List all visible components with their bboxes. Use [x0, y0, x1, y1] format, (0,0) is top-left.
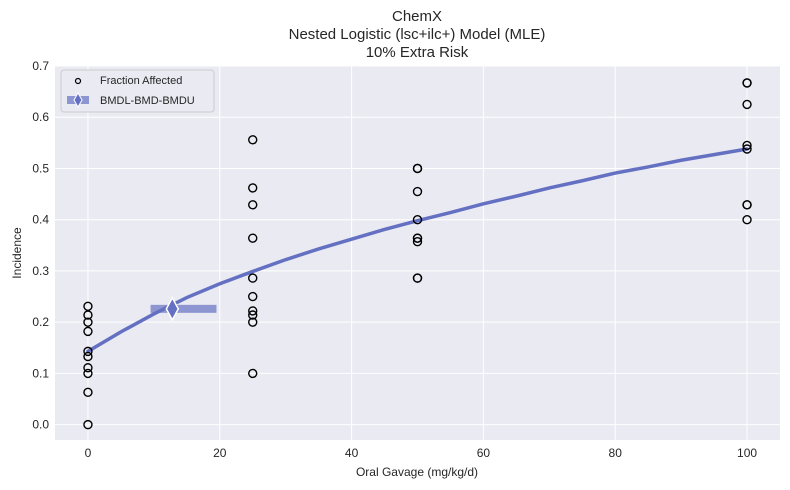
data-point [248, 306, 258, 316]
grid-lines [55, 65, 780, 440]
data-point [248, 135, 258, 145]
data-point [83, 301, 93, 311]
bmd-marker [165, 296, 180, 322]
data-point [248, 291, 258, 302]
data-point [248, 317, 258, 327]
y-tick-label: 0.4 [32, 213, 49, 227]
data-point [742, 144, 752, 154]
data-point [412, 233, 423, 243]
y-axis-ticks: 0.0 0.1 0.2 0.3 0.4 0.5 0.6 0.7 [32, 59, 49, 432]
y-tick-label: 0.0 [32, 418, 49, 432]
data-point [83, 346, 93, 357]
legend-box [60, 69, 215, 113]
y-tick-label: 0.7 [32, 59, 49, 73]
data-point [248, 310, 258, 320]
data-point [248, 273, 258, 283]
x-tick-label: 40 [345, 446, 359, 460]
chart-title-line-2: Nested Logistic (lsc+ilc+) Model (MLE) [289, 26, 546, 43]
data-point [742, 78, 752, 88]
data-points-layer [83, 78, 752, 430]
data-point [412, 186, 423, 197]
data-point [83, 317, 93, 327]
legend-label-bmd: BMDL-BMD-BMDU [100, 95, 195, 107]
data-point [412, 214, 423, 225]
data-point [83, 326, 93, 337]
data-point [248, 183, 258, 193]
data-point [412, 163, 423, 174]
data-point [742, 140, 752, 151]
x-tick-label: 60 [477, 446, 491, 460]
bmd-marker-layer [165, 296, 180, 322]
data-point [742, 99, 752, 110]
data-point [83, 310, 93, 320]
chart-title-line-1: ChemX [392, 8, 442, 25]
x-tick-label: 20 [213, 446, 227, 460]
legend-marker-fraction-affected [74, 77, 82, 85]
legend-marker-bmd-diamond [73, 91, 83, 109]
bmd-confidence-band [150, 304, 217, 313]
data-point [83, 419, 93, 430]
legend: Fraction Affected BMDL-BMD-BMDU [60, 69, 215, 113]
y-tick-label: 0.5 [32, 161, 49, 175]
legend-label-fraction-affected: Fraction Affected [100, 75, 182, 87]
data-point [742, 200, 752, 210]
model-curve-layer [86, 147, 749, 354]
data-point [83, 363, 93, 373]
data-point [412, 273, 423, 283]
y-tick-label: 0.1 [32, 366, 49, 380]
data-point [83, 387, 93, 398]
model-curve [86, 147, 749, 354]
data-point [742, 214, 752, 225]
x-axis-ticks: 0 20 40 60 80 100 [85, 446, 758, 460]
x-tick-label: 80 [609, 446, 623, 460]
data-point [248, 368, 258, 379]
y-tick-label: 0.6 [32, 110, 49, 124]
plot-area [55, 66, 780, 440]
data-point [248, 233, 258, 243]
bmd-layer [150, 304, 217, 313]
x-tick-label: 100 [737, 446, 757, 460]
data-point [248, 200, 258, 210]
y-tick-label: 0.2 [32, 315, 49, 329]
chart-title-line-3: 10% Extra Risk [366, 44, 469, 61]
data-point [83, 368, 93, 379]
data-point [412, 237, 423, 247]
data-point [83, 351, 93, 362]
x-tick-label: 0 [85, 446, 92, 460]
y-tick-label: 0.3 [32, 264, 49, 278]
y-axis-label: Incidence [10, 227, 24, 279]
chart-title: ChemX Nested Logistic (lsc+ilc+) Model (… [289, 8, 546, 61]
x-axis-label: Oral Gavage (mg/kg/d) [356, 465, 478, 479]
